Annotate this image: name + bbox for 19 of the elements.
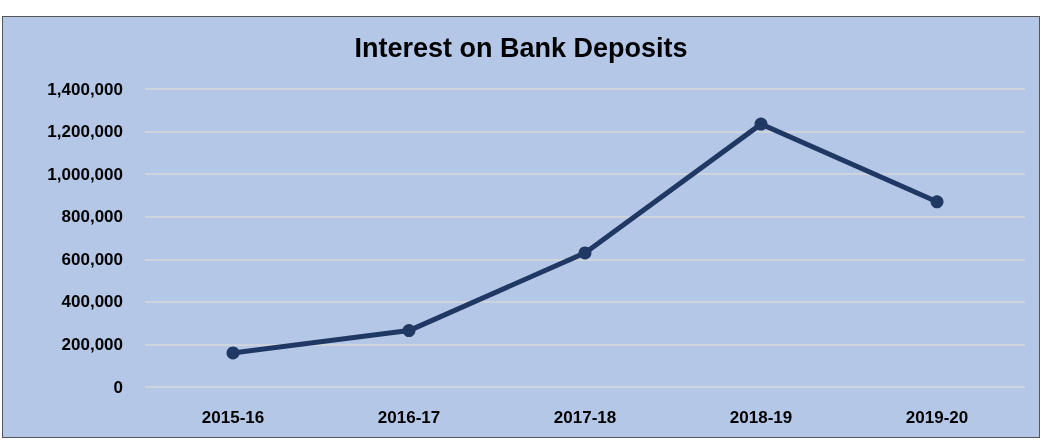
y-tick-label: 400,000 [61, 292, 123, 312]
x-tick-label: 2018-19 [729, 408, 793, 427]
x-tick-label: 2019-20 [905, 408, 969, 427]
point [930, 195, 944, 209]
y-tick-label: 600,000 [61, 249, 123, 269]
x-tick-label: 2017-18 [553, 408, 617, 427]
y-tick-label: 1,200,000 [47, 122, 123, 142]
chart-title: Interest on Bank Deposits [354, 32, 688, 63]
x-tick-label: 2016-17 [377, 408, 441, 427]
point [226, 346, 240, 360]
x-tick-label: 2015-16 [201, 408, 265, 427]
y-tick-label: 200,000 [61, 334, 123, 354]
point [754, 117, 768, 131]
point [578, 246, 592, 260]
y-tick-label: 1,000,000 [47, 164, 123, 184]
y-tick-label: 1,400,000 [47, 79, 123, 99]
y-tick-label: 0 [113, 377, 123, 397]
point [402, 324, 416, 338]
y-tick-label: 800,000 [61, 207, 123, 227]
